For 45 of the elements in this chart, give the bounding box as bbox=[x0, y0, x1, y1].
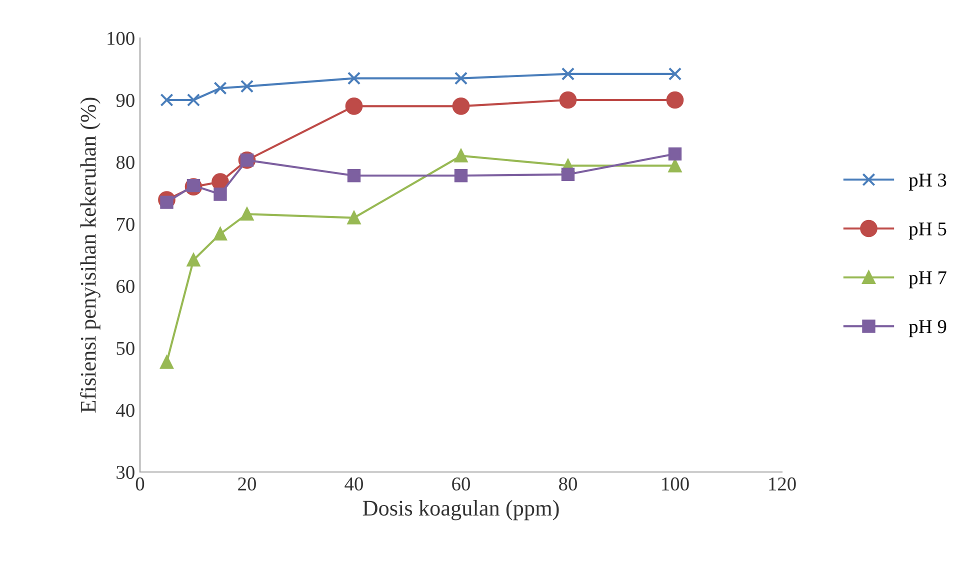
y-axis-title: Efisiensi penyisihan kekeruhan (%) bbox=[80, 98, 100, 413]
y-tick-label: 100 bbox=[108, 32, 134, 45]
point bbox=[186, 253, 200, 267]
y-tick-label: 30 bbox=[116, 466, 134, 479]
y-tick-label: 90 bbox=[116, 94, 134, 107]
x-tick-label: 40 bbox=[344, 477, 363, 491]
point bbox=[668, 147, 682, 161]
point bbox=[214, 82, 227, 95]
point bbox=[452, 98, 470, 115]
x-axis-title: Dosis koagulan (ppm) bbox=[362, 500, 559, 520]
point bbox=[561, 67, 575, 81]
y-tick-label: 70 bbox=[116, 218, 134, 231]
x-tick-label: 100 bbox=[662, 477, 689, 491]
point bbox=[240, 80, 254, 93]
legend-label: pH 3 bbox=[908, 174, 946, 191]
legend-label: pH 7 bbox=[908, 271, 946, 288]
x-tick-label: 20 bbox=[238, 477, 256, 491]
x-tick-label: 120 bbox=[769, 477, 796, 491]
point bbox=[214, 227, 227, 241]
legend-label: pH 5 bbox=[908, 222, 946, 240]
legend-label: pH 9 bbox=[908, 320, 946, 338]
y-tick-label: 80 bbox=[116, 156, 134, 169]
point bbox=[186, 93, 200, 107]
y-tick-label: 50 bbox=[116, 342, 134, 355]
point bbox=[454, 72, 468, 85]
point bbox=[347, 169, 361, 182]
point bbox=[160, 93, 174, 107]
point bbox=[561, 168, 575, 181]
point bbox=[454, 169, 468, 182]
y-tick-label: 60 bbox=[116, 280, 134, 293]
point bbox=[345, 98, 363, 115]
x-tick-label: 80 bbox=[559, 477, 577, 491]
x-tick-label: 0 bbox=[136, 477, 144, 491]
point bbox=[347, 211, 361, 224]
point bbox=[668, 159, 682, 172]
point bbox=[214, 188, 227, 201]
point bbox=[559, 91, 577, 109]
y-tick-label: 40 bbox=[116, 404, 134, 417]
point bbox=[668, 67, 682, 81]
point bbox=[347, 72, 361, 85]
x-tick-label: 60 bbox=[452, 477, 470, 491]
point bbox=[454, 149, 468, 162]
point bbox=[240, 207, 254, 221]
point bbox=[666, 91, 684, 109]
point bbox=[160, 356, 174, 369]
